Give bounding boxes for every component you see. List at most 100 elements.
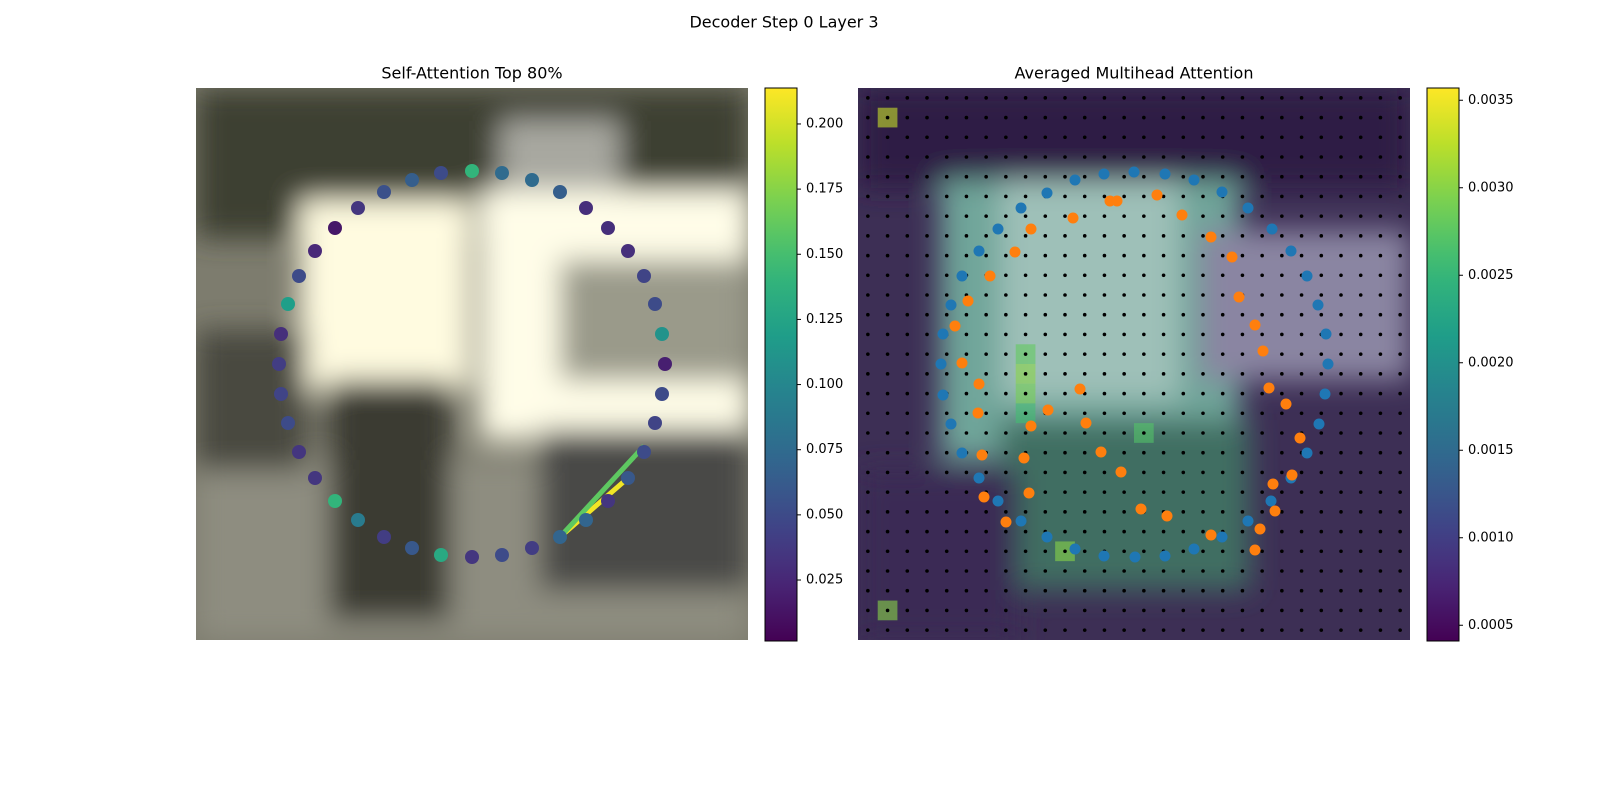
grid-dot [866,214,870,218]
grid-dot [1280,96,1284,100]
grid-dot [984,214,988,218]
grid-dot [1358,155,1363,159]
grid-dot [1358,174,1363,179]
grid-dot [964,588,969,593]
grid-dot [1142,569,1146,573]
grid-dot [1260,253,1264,258]
plot-area [272,164,672,564]
grid-dot [1161,214,1166,218]
grid-dot [1358,450,1363,455]
grid-dot [866,194,870,199]
grid-dot [866,135,870,140]
colorbar-tick-label: 0.0010 [1468,530,1514,545]
photo-background [196,88,748,640]
attention-link [558,444,646,539]
figure-title: Decoder Step 0 Layer 3 [689,13,878,32]
grid-dot [1102,411,1107,416]
grid-dot [1260,96,1264,100]
grid-dot [925,293,929,297]
grid-dot [1181,391,1186,396]
grid-dot [1398,273,1402,278]
grid-dot [1339,411,1343,416]
grid-dot [1280,608,1284,613]
grid-dot [1398,490,1402,494]
grid-dot [1220,470,1225,475]
grid-dot [1043,510,1048,514]
grid-dot [1299,155,1304,159]
colorbar-tick-label: 0.050 [806,507,843,522]
point [1301,270,1313,282]
grid-dot [1181,470,1186,475]
grid-dot [925,312,929,317]
grid-dot [1339,529,1343,534]
grid-dot [1161,194,1166,199]
grid-dot [1358,194,1363,199]
grid-dot [1082,155,1087,159]
grid-dot [1378,549,1383,554]
grid-dot [1142,312,1146,317]
grid-dot [1260,450,1264,455]
grid-dot [1023,569,1028,573]
grid-dot [885,96,890,100]
grid-dot [1161,608,1166,613]
grid-dot [885,234,890,238]
grid-dot [1319,273,1324,278]
grid-dot [1299,332,1304,337]
grid-dot [1142,155,1146,159]
grid-dot [1181,332,1186,337]
attention-point [648,416,662,430]
point [973,245,985,257]
grid-dot [1161,332,1166,337]
point [1041,187,1053,199]
grid-dot [925,372,929,376]
grid-dot [1378,470,1383,475]
grid-dot [905,372,910,376]
grid-dot [1142,529,1146,534]
grid-dot [1378,273,1383,278]
attention-point [308,471,322,485]
grid-dot [1082,372,1087,376]
grid-dot [1260,234,1264,238]
point [1233,291,1245,303]
grid-dot [1358,115,1363,120]
grid-dot [1102,194,1107,199]
grid-dot [1082,214,1087,218]
grid-dot [964,470,969,475]
grid-dot [1220,510,1225,514]
grid-dot [1161,273,1166,278]
grid-dot [905,510,910,514]
grid-dot [964,115,969,120]
grid-dot [1220,450,1225,455]
grid-dot [1280,510,1284,514]
grid-dot [1378,253,1383,258]
colorbar [764,87,798,642]
grid-dot [1280,391,1284,396]
grid-dot [925,234,929,238]
grid-dot [1398,293,1402,297]
grid-dot [1319,588,1324,593]
grid-dot [1161,588,1166,593]
grid-dot [866,234,870,238]
grid-dot [885,253,890,258]
grid-dot [1339,273,1343,278]
grid-dot [1142,253,1146,258]
grid-dot [1142,608,1146,613]
grid-dot [925,135,929,140]
point [1129,551,1141,563]
grid-dot [1082,234,1087,238]
grid-dot [866,391,870,396]
grid-dot [1339,214,1343,218]
grid-dot [885,569,890,573]
point [972,407,984,419]
grid-dot [1181,431,1186,435]
grid-dot [1299,628,1304,632]
grid-dot [925,470,929,475]
grid-dot [925,529,929,534]
point [1098,168,1110,180]
grid-dot [1358,510,1363,514]
point [1069,174,1081,186]
grid-dot [1201,549,1205,554]
attention-point [579,513,593,527]
point [1115,466,1127,478]
